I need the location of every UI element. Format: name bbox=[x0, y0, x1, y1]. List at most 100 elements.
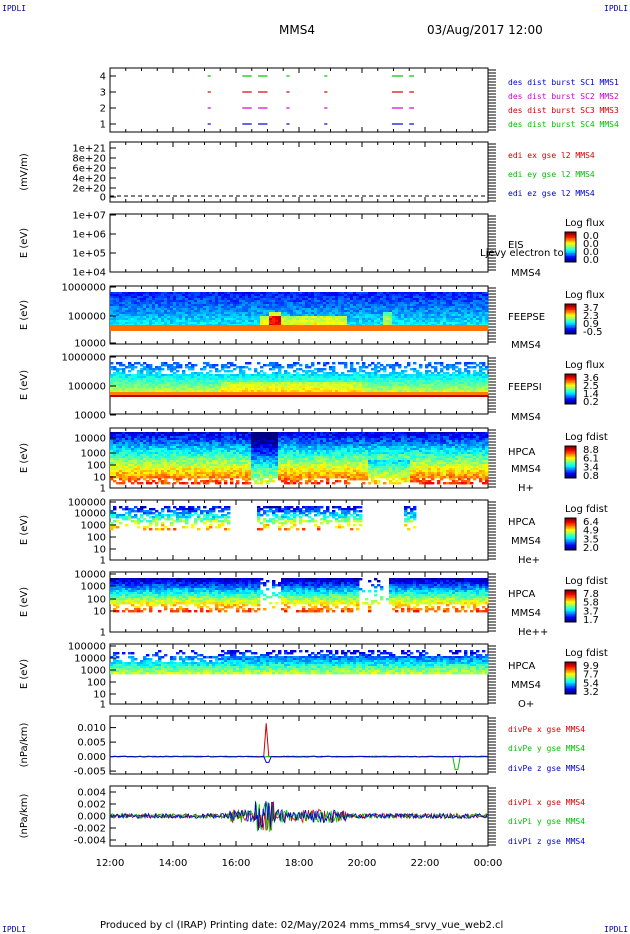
spectrogram-cell bbox=[152, 438, 156, 441]
spectrogram-cell bbox=[296, 300, 300, 303]
spectrogram-cell bbox=[155, 452, 159, 455]
spectrogram-cell bbox=[167, 378, 171, 381]
spectrogram-cell bbox=[353, 304, 357, 307]
spectrogram-cell bbox=[341, 316, 345, 319]
spectrogram-cell bbox=[272, 310, 276, 313]
spectrogram-cell bbox=[353, 386, 357, 389]
spectrogram-cell bbox=[305, 314, 309, 317]
spectrogram-cell bbox=[272, 298, 276, 301]
spectrogram-cell bbox=[263, 296, 267, 299]
spectrogram-cell bbox=[443, 366, 447, 369]
spectrogram-cell bbox=[152, 466, 156, 469]
spectrogram-cell bbox=[305, 292, 309, 295]
spectrogram-cell bbox=[344, 316, 348, 319]
spectrogram-cell bbox=[455, 388, 459, 391]
spectrogram-cell bbox=[137, 310, 141, 313]
spectrogram-cell bbox=[269, 294, 273, 297]
spectrogram-cell bbox=[470, 374, 474, 377]
spectrogram-cell bbox=[317, 370, 321, 373]
spectrogram-cell bbox=[437, 322, 441, 325]
spectrogram-cell bbox=[323, 306, 327, 309]
spectrogram-cell bbox=[278, 368, 282, 371]
spectrogram-cell bbox=[119, 314, 123, 317]
spectrogram-cell bbox=[284, 370, 288, 373]
spectrogram-cell bbox=[302, 386, 306, 389]
spectrogram-cell bbox=[155, 298, 159, 301]
spectrogram-cell bbox=[125, 382, 129, 385]
spectrogram-cell bbox=[410, 320, 414, 323]
spectrogram-cell bbox=[134, 448, 138, 451]
spectrogram-cell bbox=[158, 372, 162, 375]
spectrogram-cell bbox=[278, 370, 282, 373]
spectrogram-cell bbox=[392, 372, 396, 375]
spectrogram-cell bbox=[164, 388, 168, 391]
spectrogram-cell bbox=[482, 318, 486, 321]
spectrogram-cell bbox=[431, 366, 435, 369]
spectrogram-cell bbox=[206, 296, 210, 299]
spectrogram-cell bbox=[485, 388, 489, 391]
spectrogram-cell bbox=[254, 382, 258, 385]
spectrogram-cell bbox=[236, 366, 240, 369]
spectrogram-cell bbox=[476, 318, 480, 321]
spectrogram-cell bbox=[416, 314, 420, 317]
spectrogram-cell bbox=[443, 300, 447, 303]
spectrogram-cell bbox=[368, 298, 372, 301]
spectrogram-cell bbox=[449, 366, 453, 369]
spectrogram-cell bbox=[419, 302, 423, 305]
spectrogram-cell bbox=[416, 390, 420, 393]
spectrogram-cell bbox=[260, 314, 264, 317]
spectrogram-cell bbox=[155, 434, 159, 437]
spectrogram-cell bbox=[194, 378, 198, 381]
spectrogram-cell bbox=[371, 378, 375, 381]
spectrogram-cell bbox=[470, 366, 474, 369]
spectrogram-cell bbox=[263, 306, 267, 309]
spectrogram-cell bbox=[239, 390, 243, 393]
spectrogram-cell bbox=[422, 386, 426, 389]
ytick-label: 4 bbox=[100, 72, 106, 83]
spectrogram-cell bbox=[116, 378, 120, 381]
spectrogram-cell bbox=[254, 388, 258, 391]
spectrogram-cell bbox=[110, 446, 114, 449]
colorbar-swatch bbox=[565, 378, 576, 381]
spectrogram-cell bbox=[413, 320, 417, 323]
spectrogram-cell bbox=[272, 366, 276, 369]
spectrogram-cell bbox=[164, 374, 168, 377]
spectrogram-cell bbox=[212, 366, 216, 369]
spectrogram-cell bbox=[125, 312, 129, 315]
colorbar-tick: 0.0 bbox=[583, 231, 599, 242]
spectrogram-cell bbox=[176, 316, 180, 319]
spectrogram-cell bbox=[443, 294, 447, 297]
spectrogram-cell bbox=[422, 310, 426, 313]
spectrogram-cell bbox=[164, 306, 168, 309]
spectrogram-cell bbox=[143, 382, 147, 385]
spectrogram-cell bbox=[191, 322, 195, 325]
spectrogram-cell bbox=[119, 472, 123, 475]
spectrogram-cell bbox=[326, 296, 330, 299]
spectrogram-cell bbox=[275, 382, 279, 385]
spectrogram-cell bbox=[320, 314, 324, 317]
spectrogram-cell bbox=[281, 320, 285, 323]
spectrogram-cell bbox=[380, 318, 384, 321]
spectrogram-cell bbox=[131, 384, 135, 387]
spectrogram-cell bbox=[431, 378, 435, 381]
spectrogram-cell bbox=[113, 316, 117, 319]
spectrogram-cell bbox=[254, 368, 258, 371]
spectrogram-cell bbox=[278, 318, 282, 321]
spectrogram-cell bbox=[200, 386, 204, 389]
spectrogram-cell bbox=[215, 390, 219, 393]
spectrogram-cell bbox=[419, 298, 423, 301]
spectrogram-cell bbox=[476, 374, 480, 377]
spectrogram-cell bbox=[260, 386, 264, 389]
spectrogram-cell bbox=[254, 292, 258, 295]
spectrogram-cell bbox=[122, 318, 126, 321]
spectrogram-cell bbox=[431, 382, 435, 385]
spectrogram-cell bbox=[236, 320, 240, 323]
spectrogram-cell bbox=[407, 390, 411, 393]
spectrogram-cell bbox=[149, 434, 153, 437]
spectrogram-cell bbox=[458, 308, 462, 311]
spectrogram-cell bbox=[299, 302, 303, 305]
spectrogram-cell bbox=[242, 306, 246, 309]
spectrogram-cell bbox=[122, 370, 126, 373]
spectrogram-cell bbox=[422, 322, 426, 325]
spectrogram-cell bbox=[278, 304, 282, 307]
